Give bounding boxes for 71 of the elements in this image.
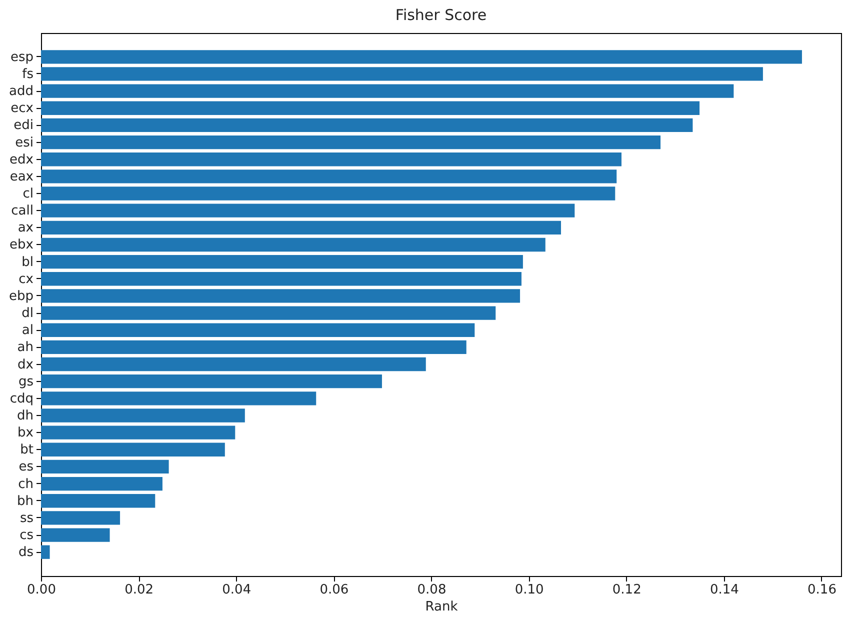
y-tick-label: esp [10,50,34,65]
bar [41,476,162,491]
y-tick-label: call [11,204,34,219]
bar [41,408,245,422]
bar [41,426,236,440]
bar [41,152,622,166]
bar [41,374,382,388]
y-tick-label: edx [10,152,34,168]
y-tick-label: dl [22,306,34,322]
y-tick-label: al [22,323,34,338]
y-tick-label: gs [18,374,34,390]
bar [41,135,661,150]
y-tick-label: edi [14,118,34,134]
bar [41,511,120,525]
bar [41,357,426,372]
bar [41,220,561,234]
y-tick-label: ds [18,545,34,560]
bar [41,254,523,269]
x-tick-label: 0.00 [27,582,56,598]
bar [41,392,316,406]
bar [41,545,50,559]
bar [41,528,110,542]
y-tick-label: eax [10,169,34,184]
y-tick-label: ebx [10,238,34,253]
y-tick-label: dh [17,408,34,424]
x-tick-label: 0.04 [222,582,252,598]
bar [41,340,466,354]
bar [41,460,169,474]
y-tick-label: ebp [8,288,34,304]
y-tick-label: add [9,84,34,100]
x-tick-label: 0.08 [417,582,446,598]
x-tick-label: 0.14 [710,582,739,598]
y-tick-label: cl [22,186,34,202]
chart-title: Fisher Score [395,6,487,24]
bar [41,442,225,456]
bar [41,289,520,303]
bar [41,272,522,286]
bar [41,118,693,132]
y-tick-label: ss [20,510,34,526]
y-tick-label: fs [22,66,34,82]
bar [41,306,496,320]
x-axis-title: Rank [425,600,458,614]
y-tick-label: ax [18,220,34,236]
y-tick-label: cx [18,272,34,287]
y-tick-label: bh [17,494,34,509]
bar [41,101,700,115]
y-tick-label: bt [20,442,34,458]
y-tick-label: es [18,460,34,475]
bar [41,67,763,81]
bar [41,323,475,337]
x-tick-label: 0.16 [808,582,836,598]
bar [41,494,156,508]
bar [41,204,575,218]
bar [41,186,616,200]
bar [41,50,802,64]
y-tick-label: ch [18,476,34,492]
bar [41,84,734,98]
x-tick-label: 0.02 [124,582,154,598]
y-tick-label: cs [20,528,34,544]
y-tick-label: dx [18,357,34,372]
y-tick-label: ecx [10,101,34,116]
x-tick-label: 0.06 [320,582,349,598]
x-tick-label: 0.12 [612,582,642,598]
y-tick-label: cdq [10,391,34,406]
y-tick-label: esi [15,135,34,150]
y-tick-label: ah [17,340,34,356]
y-tick-label: bx [18,426,34,441]
x-tick-label: 0.10 [514,582,544,598]
y-tick-label: bl [22,254,34,270]
bar [41,238,546,252]
bar [41,170,617,184]
